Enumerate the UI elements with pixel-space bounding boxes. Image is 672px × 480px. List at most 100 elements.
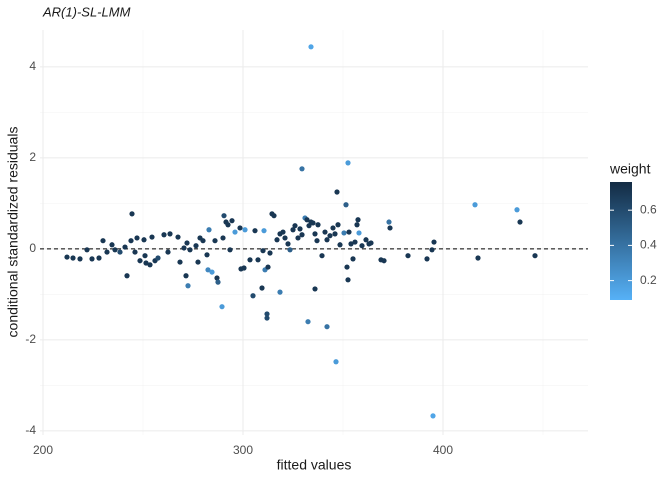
point — [147, 262, 153, 268]
point — [237, 225, 243, 231]
point — [109, 242, 115, 248]
point — [267, 250, 273, 256]
point — [142, 253, 148, 259]
point — [229, 218, 235, 224]
point — [175, 234, 181, 240]
point — [363, 237, 369, 243]
point — [265, 264, 271, 270]
point — [277, 289, 283, 295]
point — [84, 247, 90, 253]
point — [299, 166, 305, 172]
point — [193, 243, 199, 249]
point — [405, 253, 411, 259]
point — [356, 230, 362, 236]
point — [350, 256, 356, 262]
x-tick-label: 200 — [33, 443, 53, 457]
point — [232, 229, 238, 235]
point — [177, 259, 183, 265]
point — [337, 242, 343, 248]
point — [271, 213, 277, 219]
point — [333, 359, 339, 365]
point — [104, 249, 110, 255]
point — [260, 248, 266, 254]
point — [327, 233, 333, 239]
point — [161, 232, 167, 238]
point — [225, 222, 231, 228]
point — [322, 229, 328, 235]
point — [70, 255, 76, 261]
x-axis-title: fitted values — [277, 457, 352, 473]
point — [431, 239, 437, 245]
colorbar-label: 0.2 — [640, 273, 657, 287]
point — [220, 235, 226, 241]
point — [299, 232, 305, 238]
point — [252, 228, 258, 234]
point — [77, 256, 83, 262]
point — [209, 269, 215, 275]
point — [241, 265, 247, 271]
point — [354, 222, 360, 228]
point — [137, 258, 143, 264]
point — [155, 255, 161, 261]
point — [517, 219, 523, 225]
colorbar — [610, 182, 632, 300]
point — [424, 256, 430, 262]
point — [221, 213, 227, 219]
point — [472, 202, 478, 208]
point — [129, 211, 135, 217]
point — [205, 267, 211, 273]
y-tick-label: -4 — [25, 423, 36, 437]
point — [430, 413, 436, 419]
point — [89, 256, 95, 262]
point — [319, 253, 325, 259]
y-axis-title: conditional standardized residuals — [5, 127, 21, 338]
point — [341, 230, 347, 236]
point — [386, 219, 392, 225]
point — [227, 247, 233, 253]
point — [242, 227, 248, 233]
point — [332, 231, 338, 237]
point — [117, 249, 123, 255]
point — [204, 252, 210, 258]
point — [64, 254, 70, 260]
point — [292, 223, 298, 229]
point — [343, 202, 349, 208]
point — [183, 273, 189, 279]
point — [359, 243, 365, 249]
point — [344, 264, 350, 270]
point — [255, 257, 261, 263]
point — [264, 311, 270, 317]
point — [112, 247, 118, 253]
point — [315, 222, 321, 228]
point — [297, 226, 303, 232]
point — [368, 240, 374, 246]
point — [259, 285, 265, 291]
point — [305, 319, 311, 325]
x-tick-label: 400 — [433, 443, 453, 457]
point — [335, 222, 341, 228]
point — [304, 217, 310, 223]
point — [312, 231, 318, 237]
y-tick-label: 0 — [29, 241, 36, 255]
point — [475, 255, 481, 261]
point — [324, 324, 330, 330]
point — [264, 315, 270, 321]
point — [247, 257, 253, 263]
point — [200, 238, 206, 244]
point — [212, 238, 218, 244]
point — [143, 260, 149, 266]
point — [334, 189, 340, 195]
point — [348, 241, 354, 247]
legend-title: weight — [609, 161, 651, 177]
point — [532, 253, 538, 259]
point — [295, 235, 301, 241]
point — [287, 247, 293, 253]
point — [219, 304, 225, 310]
point — [308, 44, 314, 50]
point — [330, 225, 336, 231]
point — [215, 279, 221, 285]
point — [285, 241, 291, 247]
point — [181, 245, 187, 251]
y-tick-label: 4 — [29, 59, 36, 73]
